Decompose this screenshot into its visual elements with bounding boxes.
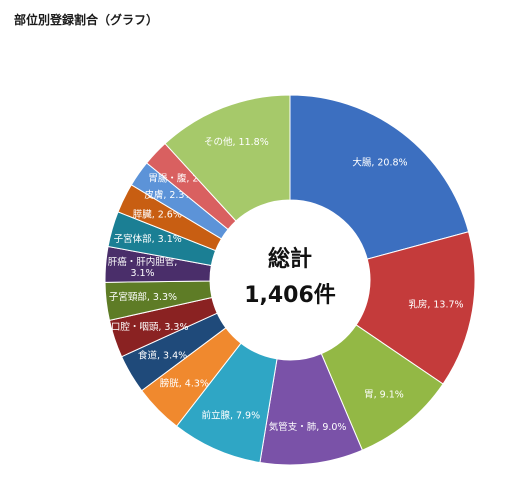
slice-label-9: 肝癌・肝内胆管, 3.1% bbox=[108, 255, 178, 278]
slice-14 bbox=[164, 94, 291, 222]
chart-title: 部位別登録割合（グラフ） bbox=[14, 13, 159, 27]
center-label: 総計 bbox=[268, 246, 312, 272]
slice-label-11: 膵臓, 2.6% bbox=[133, 209, 182, 220]
slice-label-4: 前立腺, 7.9% bbox=[201, 409, 260, 421]
slice-label-0: 大腸, 20.8% bbox=[352, 156, 407, 168]
slice-label-5: 膀胱, 4.3% bbox=[160, 377, 209, 389]
slice-0 bbox=[289, 94, 470, 260]
slice-label-14: その他, 11.8% bbox=[204, 136, 269, 148]
slice-label-6: 食道, 3.4% bbox=[138, 349, 187, 361]
slice-label-10: 子宮体部, 3.1% bbox=[114, 233, 182, 245]
slice-label-2: 胃, 9.1% bbox=[364, 389, 404, 400]
slice-label-1: 乳房, 13.7% bbox=[408, 298, 463, 310]
slice-label-7: 口腔・咽頭, 3.3% bbox=[111, 321, 189, 333]
slice-1 bbox=[355, 231, 476, 385]
slice-label-8: 子宮頸部, 3.3% bbox=[109, 291, 177, 303]
slice-label-3: 気管支・肺, 9.0% bbox=[269, 420, 347, 432]
center-total: 1,406件 bbox=[244, 283, 336, 308]
